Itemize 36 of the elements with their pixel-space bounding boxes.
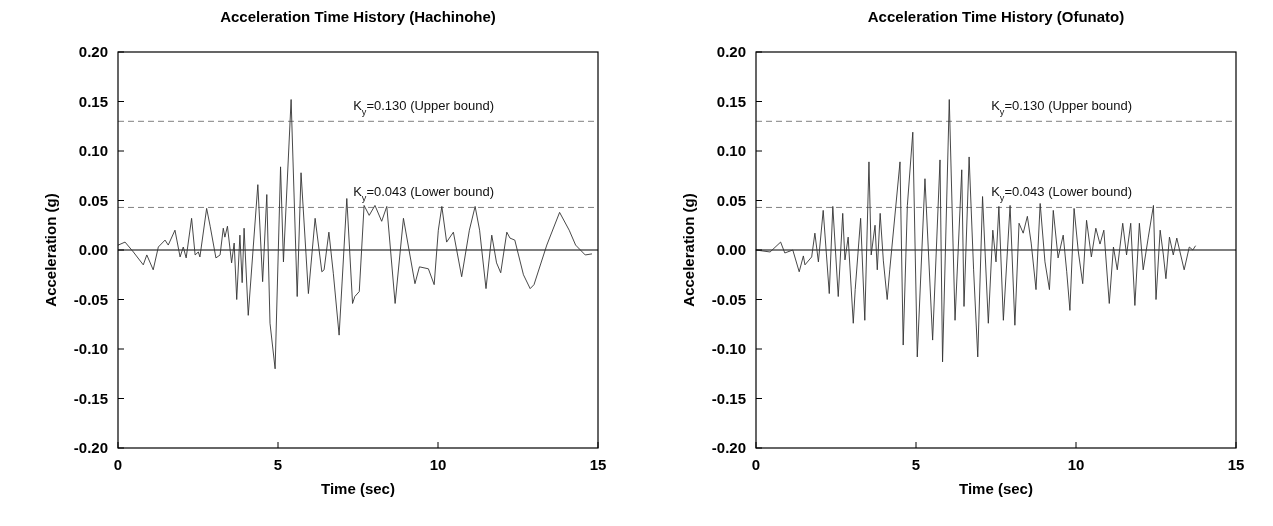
ref-line-label: K$_{y}$=0.130 (Upper bound) <box>353 98 494 118</box>
x-axis-title: Time (sec) <box>959 480 1033 497</box>
x-tick-label: 10 <box>1067 456 1085 473</box>
y-axis-title: Acceleration (g) <box>42 193 59 307</box>
y-tick-label: -0.05 <box>711 290 746 308</box>
ref-line-label: K$_{y}$=0.130 (Upper bound) <box>991 98 1132 118</box>
y-tick-label: -0.15 <box>711 389 746 407</box>
y-tick-label: 0.15 <box>716 92 746 110</box>
x-axis-title: Time (sec) <box>321 480 395 497</box>
y-tick-label: -0.20 <box>73 439 108 457</box>
ref-line-label: K$_{y}$=0.043 (Lower bound) <box>991 184 1132 204</box>
y-tick-label: 0.00 <box>78 241 108 259</box>
ref-line-label: K$_{y}$=0.043 (Lower bound) <box>353 184 494 204</box>
x-tick-label: 15 <box>589 456 607 473</box>
y-tick-label: -0.10 <box>711 340 746 358</box>
y-tick-label: 0.00 <box>716 241 746 259</box>
y-tick-label: 0.05 <box>78 191 108 209</box>
y-tick-label: 0.20 <box>78 43 108 61</box>
y-tick-label: 0.10 <box>716 142 746 160</box>
y-tick-label: -0.20 <box>711 439 746 457</box>
x-tick-label: 10 <box>429 456 447 473</box>
y-tick-label: -0.15 <box>73 389 108 407</box>
y-tick-label: 0.20 <box>716 43 746 61</box>
y-tick-label: 0.15 <box>78 92 108 110</box>
y-tick-label: 0.10 <box>78 142 108 160</box>
x-tick-label: 5 <box>273 456 283 473</box>
chart-title: Acceleration Time History (Ofunato) <box>867 8 1125 25</box>
y-tick-label: 0.05 <box>716 191 746 209</box>
x-tick-label: 0 <box>113 456 123 473</box>
x-tick-label: 15 <box>1227 456 1245 473</box>
y-axis-title: Acceleration (g) <box>680 193 697 307</box>
chart-title: Acceleration Time History (Hachinohe) <box>220 8 496 25</box>
y-tick-label: -0.10 <box>73 340 108 358</box>
x-tick-label: 0 <box>751 456 761 473</box>
y-tick-label: -0.05 <box>73 290 108 308</box>
x-tick-label: 5 <box>911 456 921 473</box>
